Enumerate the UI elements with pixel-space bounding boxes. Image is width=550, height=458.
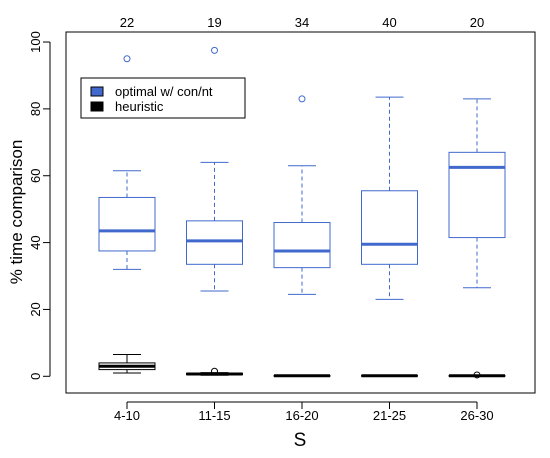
x-axis-label: S xyxy=(294,430,307,451)
y-tick-label: 80 xyxy=(28,102,43,116)
x-tick-label: 26-30 xyxy=(460,408,493,423)
heuristic-box-26-30 xyxy=(448,371,506,379)
optimal-box-21-25 xyxy=(361,96,418,300)
x-tick-label: 11-15 xyxy=(198,408,230,423)
legend: optimal w/ con/nt heuristic xyxy=(80,77,246,119)
legend-label-optimal: optimal w/ con/nt xyxy=(115,84,213,99)
heuristic-box-21-25 xyxy=(361,374,418,378)
heuristic-box-11-15 xyxy=(186,367,243,376)
legend-frame xyxy=(80,77,246,119)
top-count-label: 22 xyxy=(120,15,134,30)
boxes xyxy=(98,46,506,379)
optimal-box-16-20 xyxy=(273,95,331,295)
y-tick-label: 0 xyxy=(28,373,43,380)
top-count-label: 20 xyxy=(470,15,484,30)
top-counts: 22 19 34 40 20 xyxy=(120,15,484,30)
box-iqr xyxy=(273,222,331,269)
legend-swatch-optimal xyxy=(90,86,104,97)
heuristic-box-4-10 xyxy=(98,354,156,374)
box-iqr xyxy=(98,196,156,252)
outlier-point xyxy=(473,371,481,379)
optimal-box-26-30 xyxy=(448,98,506,289)
box-iqr xyxy=(448,151,506,239)
x-tick-label: 16-20 xyxy=(285,408,318,423)
legend-label-heuristic: heuristic xyxy=(115,99,164,114)
x-axis: 4-10 11-15 16-20 21-25 26-30 xyxy=(114,401,494,423)
legend-swatch-heuristic xyxy=(90,101,104,112)
y-tick-label: 60 xyxy=(28,168,43,182)
box-iqr xyxy=(361,190,418,265)
x-tick-label: 21-25 xyxy=(373,408,406,423)
y-tick-label: 40 xyxy=(28,235,43,249)
y-axis: 0 20 40 60 80 100 xyxy=(28,31,51,380)
x-tick-label: 4-10 xyxy=(114,408,140,423)
y-tick-label: 100 xyxy=(28,31,43,53)
optimal-box-11-15 xyxy=(186,46,243,292)
outlier-point xyxy=(123,55,131,63)
heuristic-box-16-20 xyxy=(273,374,331,378)
optimal-box-4-10 xyxy=(98,55,156,270)
top-count-label: 34 xyxy=(295,15,309,30)
box-iqr xyxy=(186,220,243,265)
outlier-point xyxy=(298,95,306,103)
plot-frame xyxy=(65,31,536,394)
outlier-point xyxy=(211,46,218,54)
outlier-point xyxy=(211,367,218,375)
y-tick-label: 20 xyxy=(28,302,43,316)
top-count-label: 19 xyxy=(207,15,221,30)
top-count-label: 40 xyxy=(382,15,396,30)
y-axis-label: % time comparison xyxy=(7,140,26,285)
